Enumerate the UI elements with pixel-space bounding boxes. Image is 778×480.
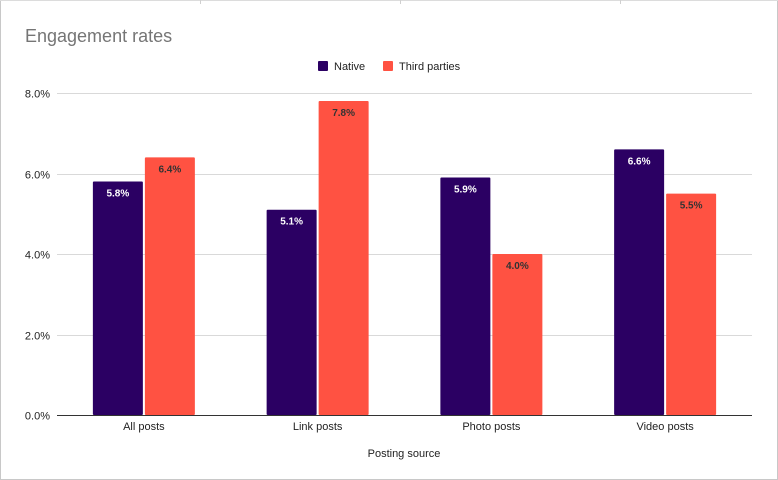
data-label-native: 6.6% xyxy=(628,156,651,167)
y-axis-ticks: 0.0% 2.0% 4.0% 6.0% 8.0% xyxy=(25,89,50,423)
data-label-third-parties: 4.0% xyxy=(506,261,529,272)
y-tick-label: 4.0% xyxy=(25,250,50,262)
data-label-native: 5.8% xyxy=(106,189,129,200)
data-label-native: 5.9% xyxy=(454,185,477,196)
y-tick-label: 2.0% xyxy=(25,331,50,343)
bar-native xyxy=(614,149,665,415)
legend-label-third-parties: Third parties xyxy=(399,61,461,73)
top-tick xyxy=(200,0,201,4)
bar-third-parties xyxy=(666,193,717,415)
bar-third-parties xyxy=(144,157,195,415)
data-label-third-parties: 7.8% xyxy=(332,108,355,119)
legend-swatch-native xyxy=(318,61,328,71)
data-label-third-parties: 6.4% xyxy=(158,164,181,175)
chart-title: Engagement rates xyxy=(25,26,172,46)
data-label-third-parties: 5.5% xyxy=(680,201,703,212)
legend-label-native: Native xyxy=(334,61,365,73)
x-tick-label: Photo posts xyxy=(462,421,521,433)
bar-native xyxy=(92,181,143,415)
y-tick-label: 6.0% xyxy=(25,170,50,182)
x-tick-label: All posts xyxy=(123,421,165,433)
top-tick xyxy=(620,0,621,4)
x-axis-title: Posting source xyxy=(368,448,441,460)
bar-third-parties xyxy=(492,254,543,415)
data-label-native: 5.1% xyxy=(280,217,303,228)
legend: Native Third parties xyxy=(318,61,461,73)
bar-native xyxy=(266,209,317,415)
bar-third-parties xyxy=(318,101,369,416)
data-labels: 5.8% 6.4% 5.1% 7.8% 5.9% 4.0% 6.6% 5.5% xyxy=(106,108,702,272)
bars xyxy=(92,101,717,416)
y-tick-label: 8.0% xyxy=(25,89,50,101)
bar-native xyxy=(440,177,491,415)
x-axis-ticks: All posts Link posts Photo posts Video post… xyxy=(123,421,694,433)
x-tick-label: Video posts xyxy=(636,421,694,433)
top-divider xyxy=(0,0,778,1)
x-tick-label: Link posts xyxy=(293,421,343,433)
legend-swatch-third-parties xyxy=(383,61,393,71)
top-tick xyxy=(400,0,401,4)
y-tick-label: 0.0% xyxy=(25,411,50,423)
